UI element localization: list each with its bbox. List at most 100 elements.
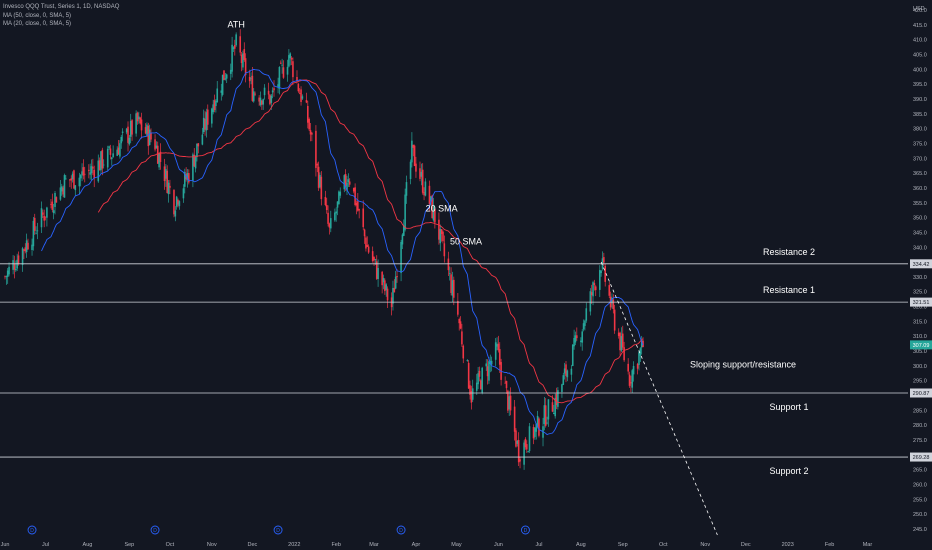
candle-body — [384, 280, 386, 292]
candle-body — [23, 249, 25, 251]
sloping-support-line — [600, 261, 718, 536]
candle-body — [432, 206, 435, 221]
sma-20-line — [41, 68, 644, 436]
candle-body — [598, 270, 601, 290]
x-tick-label: Nov — [700, 542, 710, 548]
candle-body — [617, 332, 620, 337]
candle-body — [515, 430, 517, 447]
candle-body — [430, 196, 432, 202]
candle-body — [194, 155, 197, 169]
candle-body — [36, 230, 39, 232]
chart-legend: Invesco QQQ Trust, Series 1, 1D, NASDAQ … — [3, 3, 119, 29]
candle-body — [235, 34, 237, 46]
candle-body — [308, 118, 310, 130]
candle-body — [570, 368, 573, 375]
candle-body — [561, 384, 563, 392]
candle-body — [298, 93, 301, 95]
candle-body — [431, 195, 433, 219]
candle-body — [13, 264, 16, 270]
candle-body — [165, 169, 167, 179]
candle-body — [169, 185, 171, 188]
candle-body — [97, 160, 100, 182]
candle-body — [544, 405, 547, 426]
candle-body — [52, 210, 55, 214]
candle-body — [125, 128, 128, 133]
candle-body — [509, 395, 512, 411]
candle-body — [532, 427, 535, 439]
candle-body — [127, 126, 129, 143]
candle-body — [234, 44, 236, 49]
candle-body — [357, 201, 359, 211]
candle-body — [6, 270, 9, 277]
candle-body — [244, 58, 247, 76]
y-tick-label: 385.0 — [913, 112, 927, 118]
candle-body — [296, 77, 298, 81]
candle-body — [44, 216, 47, 218]
candle-body — [279, 62, 282, 64]
candle-body — [5, 276, 8, 278]
y-tick-label: 310.0 — [913, 334, 927, 340]
candle-body — [196, 143, 198, 158]
candle-body — [551, 402, 554, 412]
candles — [4, 29, 644, 470]
legend-ma20: MA (20, close, 0, SMA, 5) — [3, 21, 72, 28]
y-tick-label: 265.0 — [913, 468, 927, 474]
candle-body — [301, 96, 304, 99]
candle-body — [355, 202, 358, 206]
x-tick-label: Sep — [618, 542, 628, 548]
y-tick-label: 340.0 — [913, 245, 927, 251]
candle-body — [273, 88, 275, 91]
candle-body — [415, 163, 417, 172]
candle-body — [366, 244, 369, 247]
candle-body — [159, 151, 162, 162]
candle-body — [440, 229, 443, 234]
candle-body — [409, 161, 412, 180]
candle-body — [109, 148, 112, 155]
candle-body — [451, 280, 454, 296]
candle-body — [24, 247, 27, 252]
candle-body — [65, 178, 67, 180]
y-tick-label: 325.0 — [913, 290, 927, 296]
candle-body — [102, 164, 105, 166]
candle-body — [128, 137, 131, 145]
candle-body — [421, 169, 424, 193]
candle-body — [373, 257, 375, 261]
candle-body — [206, 109, 209, 125]
candle-body — [639, 348, 642, 356]
candle-body — [220, 90, 223, 93]
dividend-marker: D — [150, 525, 160, 535]
candle-body — [32, 220, 35, 247]
candle-body — [525, 444, 528, 450]
y-tick-label: 245.0 — [913, 527, 927, 533]
candle-body — [225, 74, 228, 79]
candle-body — [12, 260, 14, 270]
candle-body — [358, 209, 360, 211]
y-tick-label: 405.0 — [913, 52, 927, 58]
candle-body — [215, 101, 217, 107]
sloping-line-label: Sloping support/resistance — [690, 359, 796, 369]
candle-body — [396, 275, 398, 278]
candle-body — [116, 149, 118, 156]
candle-body — [117, 147, 120, 155]
candle-body — [475, 382, 478, 391]
candle-body — [516, 440, 519, 444]
candle-body — [419, 168, 421, 179]
candle-body — [315, 130, 317, 168]
candle-body — [300, 89, 302, 102]
candle-body — [428, 185, 431, 205]
candle-body — [611, 297, 613, 304]
x-tick-label: 2023 — [782, 542, 794, 548]
candle-body — [100, 151, 102, 171]
y-tick-label: 285.0 — [913, 408, 927, 414]
candle-body — [613, 309, 616, 331]
candle-body — [106, 148, 109, 168]
candle-body — [412, 144, 415, 148]
y-tick-label: 400.0 — [913, 67, 927, 73]
candle-body — [166, 170, 169, 193]
dividend-marker-glyph: D — [153, 528, 157, 534]
candle-body — [477, 373, 479, 385]
candle-body — [574, 335, 577, 343]
current-price-bg — [910, 340, 932, 350]
candle-body — [488, 361, 490, 381]
